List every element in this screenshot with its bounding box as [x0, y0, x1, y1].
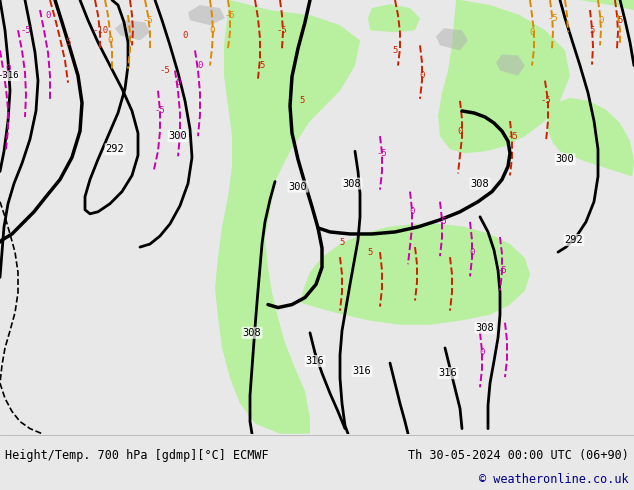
Text: 308: 308: [470, 178, 489, 189]
Text: 292: 292: [106, 144, 124, 154]
Text: -316: -316: [0, 71, 19, 80]
Text: 300: 300: [288, 182, 307, 192]
Text: 0: 0: [107, 36, 113, 45]
Text: 5: 5: [299, 97, 305, 105]
Text: -5: -5: [160, 66, 171, 75]
Text: -5: -5: [541, 97, 552, 105]
Text: 0: 0: [5, 64, 11, 73]
Text: Th 30-05-2024 00:00 UTC (06+90): Th 30-05-2024 00:00 UTC (06+90): [408, 448, 629, 462]
Text: -5: -5: [155, 106, 165, 116]
Text: 5: 5: [339, 238, 345, 246]
Polygon shape: [496, 54, 525, 75]
Polygon shape: [115, 20, 150, 40]
Text: 0: 0: [598, 16, 604, 24]
Text: -5: -5: [508, 132, 519, 141]
Text: 316: 316: [353, 366, 372, 376]
Polygon shape: [368, 4, 420, 32]
Text: 0: 0: [529, 28, 534, 37]
Polygon shape: [436, 28, 468, 50]
Polygon shape: [188, 5, 225, 25]
Text: 316: 316: [306, 356, 325, 366]
Text: 316: 316: [439, 368, 457, 378]
Text: -5: -5: [21, 26, 31, 35]
Text: -5: -5: [548, 14, 559, 23]
Text: 5: 5: [590, 26, 595, 35]
Text: -5: -5: [276, 26, 287, 35]
Text: 300: 300: [555, 154, 574, 164]
Text: 0: 0: [176, 78, 181, 87]
Text: 0: 0: [457, 126, 463, 136]
Text: -5: -5: [224, 11, 235, 20]
Text: 292: 292: [565, 235, 583, 245]
Text: -5: -5: [377, 149, 387, 158]
Polygon shape: [548, 98, 634, 176]
Text: 0: 0: [419, 71, 425, 80]
Text: 0: 0: [45, 11, 51, 20]
Text: 308: 308: [243, 328, 261, 338]
Text: -5: -5: [496, 266, 507, 275]
Text: -10: -10: [92, 26, 108, 35]
Polygon shape: [438, 0, 570, 153]
Polygon shape: [300, 224, 530, 325]
Polygon shape: [215, 0, 360, 434]
Text: 0: 0: [197, 61, 203, 70]
Text: 0: 0: [469, 247, 475, 257]
Text: -5: -5: [437, 218, 448, 226]
Text: -5: -5: [143, 16, 153, 24]
Text: 0: 0: [183, 31, 188, 40]
Text: 308: 308: [476, 323, 495, 333]
Text: 0: 0: [209, 26, 215, 35]
Text: 0: 0: [410, 207, 415, 216]
Text: 300: 300: [169, 131, 188, 141]
Text: 0: 0: [479, 348, 484, 358]
Text: 5: 5: [392, 46, 398, 55]
Text: 5: 5: [367, 247, 373, 257]
Text: 5: 5: [618, 16, 623, 24]
Polygon shape: [580, 0, 634, 10]
Text: 308: 308: [342, 178, 361, 189]
Text: Height/Temp. 700 hPa [gdmp][°C] ECMWF: Height/Temp. 700 hPa [gdmp][°C] ECMWF: [5, 448, 269, 462]
Text: 5: 5: [65, 38, 70, 47]
Text: 5: 5: [259, 61, 264, 70]
Text: © weatheronline.co.uk: © weatheronline.co.uk: [479, 473, 629, 487]
